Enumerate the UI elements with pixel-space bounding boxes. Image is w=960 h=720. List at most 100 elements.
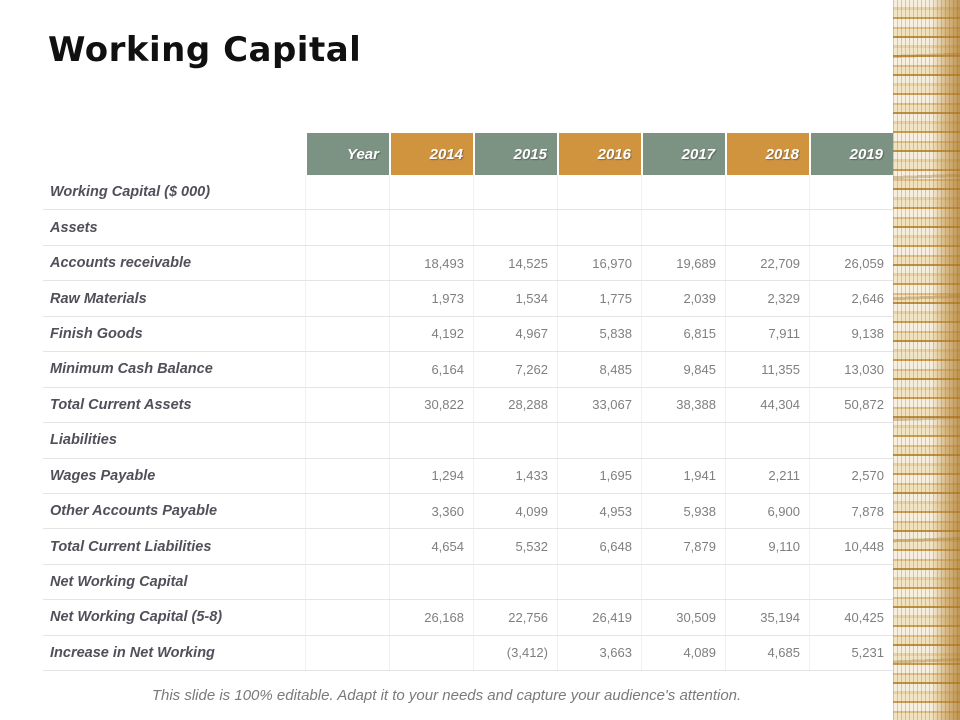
value-cell: 4,192: [389, 316, 473, 352]
value-cell: 14,525: [473, 245, 557, 281]
year-column-empty-cell: [305, 529, 389, 564]
value-cell: 11,355: [725, 352, 809, 387]
value-cell: 18,493: [389, 245, 473, 281]
value-cell: [557, 423, 641, 458]
year-column-empty-cell: [305, 564, 389, 600]
stacked-coins-image: [893, 0, 960, 720]
value-cell: 38,388: [641, 387, 725, 423]
row-label: Working Capital ($ 000): [50, 184, 211, 201]
value-cell: 4,685: [725, 635, 809, 671]
value-cell: [557, 564, 641, 600]
value-cell: 1,433: [473, 458, 557, 493]
row-label: Minimum Cash Balance: [50, 361, 213, 378]
year-column-empty-cell: [305, 175, 389, 210]
column-header-2016: 2016: [557, 133, 641, 175]
header-spacer-cell: [43, 133, 305, 175]
value-cell: 22,709: [725, 245, 809, 281]
value-cell: 26,419: [557, 600, 641, 635]
value-cell: 9,138: [809, 316, 893, 352]
row-label: Total Current Assets: [50, 396, 192, 413]
value-cell: 16,970: [557, 245, 641, 281]
row-label: Liabilities: [50, 432, 117, 449]
year-column-empty-cell: [305, 210, 389, 245]
table-header-row: Year 2014 2015 2016 2017 2018 2019: [43, 133, 893, 175]
value-cell: 2,646: [809, 281, 893, 316]
year-column-empty-cell: [305, 387, 389, 423]
value-cell: 3,360: [389, 493, 473, 529]
value-cell: 7,878: [809, 493, 893, 529]
value-cell: 4,967: [473, 316, 557, 352]
value-cell: 13,030: [809, 352, 893, 387]
value-cell: [725, 175, 809, 210]
column-header-2017: 2017: [641, 133, 725, 175]
table-body: Working Capital ($ 000) Assets Accounts re…: [43, 175, 893, 672]
value-cell: 6,648: [557, 529, 641, 564]
table-row: Other Accounts Payable 3,360 4,099 4,953 5,9…: [43, 493, 893, 530]
value-cell: [725, 564, 809, 600]
table-row: Assets: [43, 210, 893, 246]
table-row: Increase in Net Working (3,412) 3,663 4,089…: [43, 635, 893, 672]
value-cell: [473, 175, 557, 210]
table-row: Net Working Capital (5-8) 26,168 22,756 26,…: [43, 600, 893, 636]
value-cell: [809, 564, 893, 600]
value-cell: 9,110: [725, 529, 809, 564]
table-row: Working Capital ($ 000): [43, 175, 893, 211]
value-cell: [809, 175, 893, 210]
row-label: Accounts receivable: [50, 255, 192, 272]
value-cell: [641, 210, 725, 245]
value-cell: 40,425: [809, 600, 893, 635]
value-cell: [641, 564, 725, 600]
value-cell: 26,168: [389, 600, 473, 635]
value-cell: 7,879: [641, 529, 725, 564]
value-cell: 4,089: [641, 635, 725, 671]
value-cell: 10,448: [809, 529, 893, 564]
value-cell: 50,872: [809, 387, 893, 423]
value-cell: 22,756: [473, 600, 557, 635]
value-cell: 8,485: [557, 352, 641, 387]
row-label: Total Current Liabilities: [50, 538, 212, 555]
table-row: Total Current Liabilities 4,654 5,532 6,648…: [43, 529, 893, 565]
year-column-empty-cell: [305, 600, 389, 635]
column-header-2015: 2015: [473, 133, 557, 175]
value-cell: 1,941: [641, 458, 725, 493]
year-column-empty-cell: [305, 458, 389, 493]
value-cell: [725, 423, 809, 458]
column-header-year: Year: [305, 133, 389, 175]
year-column-empty-cell: [305, 316, 389, 352]
value-cell: 6,815: [641, 316, 725, 352]
row-label: Wages Payable: [50, 467, 156, 484]
table-row: Total Current Assets 30,822 28,288 33,067 38…: [43, 387, 893, 424]
value-cell: 1,294: [389, 458, 473, 493]
value-cell: [557, 175, 641, 210]
row-label: Net Working Capital: [50, 574, 188, 591]
value-cell: 9,845: [641, 352, 725, 387]
value-cell: [809, 210, 893, 245]
value-cell: 1,775: [557, 281, 641, 316]
value-cell: 6,164: [389, 352, 473, 387]
value-cell: 3,663: [557, 635, 641, 671]
column-header-2018: 2018: [725, 133, 809, 175]
value-cell: 2,329: [725, 281, 809, 316]
value-cell: 44,304: [725, 387, 809, 423]
value-cell: [641, 423, 725, 458]
value-cell: 4,099: [473, 493, 557, 529]
value-cell: [725, 210, 809, 245]
year-column-empty-cell: [305, 423, 389, 458]
table-row: Minimum Cash Balance 6,164 7,262 8,485 9,845…: [43, 352, 893, 388]
value-cell: 26,059: [809, 245, 893, 281]
row-label: Net Working Capital (5-8): [50, 609, 223, 626]
value-cell: 7,262: [473, 352, 557, 387]
year-column-empty-cell: [305, 352, 389, 387]
value-cell: 6,900: [725, 493, 809, 529]
row-label: Other Accounts Payable: [50, 503, 218, 520]
table-row: Wages Payable 1,294 1,433 1,695 1,941 2,211 2,…: [43, 458, 893, 494]
column-header-2019: 2019: [809, 133, 893, 175]
value-cell: [389, 635, 473, 671]
value-cell: 1,973: [389, 281, 473, 316]
working-capital-table: Year 2014 2015 2016 2017 2018 2019 Working Cap…: [43, 133, 893, 672]
value-cell: [809, 423, 893, 458]
year-column-empty-cell: [305, 281, 389, 316]
footer-note: This slide is 100% editable. Adapt it to…: [151, 687, 742, 704]
column-header-2014: 2014: [389, 133, 473, 175]
